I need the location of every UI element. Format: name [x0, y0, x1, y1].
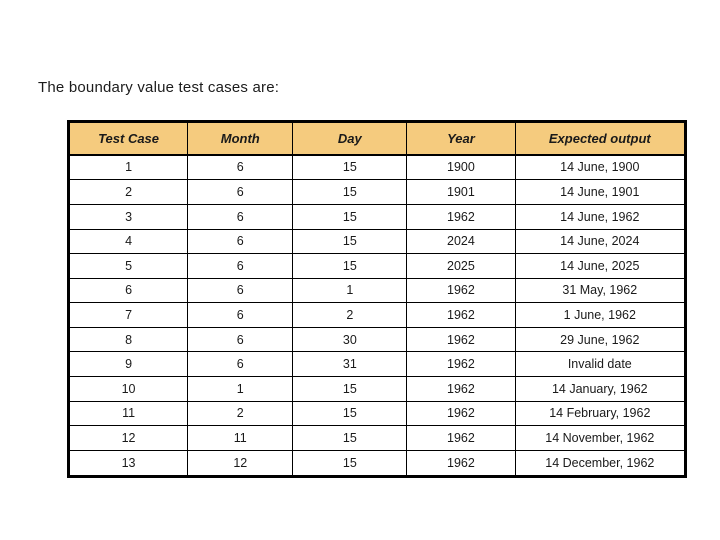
table-cell: 11	[67, 400, 189, 427]
table-cell: 1962	[406, 400, 516, 427]
table-cell: 8	[67, 326, 189, 353]
table-cell: 6	[187, 253, 294, 279]
table-cell: 1962	[406, 277, 516, 304]
table-header: Test Case Month Day Year Expected output	[67, 121, 687, 156]
table-cell: 7	[67, 302, 189, 328]
table-cell: 14 June, 1900	[514, 153, 687, 181]
table-cell: 2024	[406, 228, 516, 255]
table-cell: 6	[187, 179, 294, 205]
table-cell: 14 June, 1901	[514, 179, 687, 205]
table-cell: 12	[67, 425, 189, 451]
table-cell: 1962	[406, 425, 516, 451]
table-cell: 6	[187, 326, 294, 353]
table-header-row: Test Case Month Day Year Expected output	[67, 121, 687, 156]
table-row: 5 6 15 2025 14 June, 2025	[67, 253, 687, 279]
table-cell: 1	[292, 277, 408, 304]
column-header: Expected output	[514, 121, 687, 156]
column-header: Test Case	[67, 121, 189, 156]
table-cell: 15	[292, 203, 408, 230]
column-header: Year	[406, 121, 516, 156]
table-cell: 2	[67, 179, 189, 205]
table-cell: 1	[67, 153, 189, 181]
table-cell: 14 December, 1962	[514, 449, 687, 478]
table-row: 1 6 15 1900 14 June, 1900	[67, 153, 687, 181]
table-cell: 29 June, 1962	[514, 326, 687, 353]
table-cell: 9	[67, 351, 189, 378]
column-header: Month	[187, 121, 294, 156]
table-cell: 6	[187, 203, 294, 230]
table-cell: 15	[292, 228, 408, 255]
table-cell: 4	[67, 228, 189, 255]
table-cell: 31	[292, 351, 408, 378]
table-cell: 15	[292, 153, 408, 181]
table-cell: 31 May, 1962	[514, 277, 687, 304]
table-cell: 15	[292, 425, 408, 451]
table-cell: 6	[187, 277, 294, 304]
table-cell: 11	[187, 425, 294, 451]
table-row: 2 6 15 1901 14 June, 1901	[67, 179, 687, 205]
table-cell: 1962	[406, 203, 516, 230]
table-cell: 14 January, 1962	[514, 376, 687, 402]
table-cell: 6	[67, 277, 189, 304]
table-cell: 6	[187, 153, 294, 181]
table-cell: 30	[292, 326, 408, 353]
table-cell: 6	[187, 302, 294, 328]
table-row: 3 6 15 1962 14 June, 1962	[67, 203, 687, 230]
table-cell: 15	[292, 449, 408, 478]
table-cell: 15	[292, 376, 408, 402]
table-cell: 15	[292, 400, 408, 427]
table-cell: 2	[187, 400, 294, 427]
table-cell: 5	[67, 253, 189, 279]
table-cell: 6	[187, 351, 294, 378]
table-cell: 3	[67, 203, 189, 230]
table-cell: 15	[292, 253, 408, 279]
table-row: 13 12 15 1962 14 December, 1962	[67, 449, 687, 478]
table-cell: 14 June, 1962	[514, 203, 687, 230]
table-cell: 1962	[406, 449, 516, 478]
table-row: 11 2 15 1962 14 February, 1962	[67, 400, 687, 427]
table-cell: 1	[187, 376, 294, 402]
table-row: 12 11 15 1962 14 November, 1962	[67, 425, 687, 451]
table-cell: 2025	[406, 253, 516, 279]
table-cell: 14 February, 1962	[514, 400, 687, 427]
column-header: Day	[292, 121, 408, 156]
table-row: 6 6 1 1962 31 May, 1962	[67, 277, 687, 304]
table-cell: 6	[187, 228, 294, 255]
table-cell: 14 June, 2025	[514, 253, 687, 279]
table-body: 1 6 15 1900 14 June, 1900 2 6 15 1901 14 June, 19…	[67, 153, 687, 478]
table-cell: 13	[67, 449, 189, 478]
table-cell: 1900	[406, 153, 516, 181]
table-row: 7 6 2 1962 1 June, 1962	[67, 302, 687, 328]
table-cell: 1962	[406, 376, 516, 402]
table-cell: 12	[187, 449, 294, 478]
table-cell: 15	[292, 179, 408, 205]
table-row: 10 1 15 1962 14 January, 1962	[67, 376, 687, 402]
table-cell: 1962	[406, 351, 516, 378]
table-cell: 14 June, 2024	[514, 228, 687, 255]
table-cell: Invalid date	[514, 351, 687, 378]
table-cell: 1962	[406, 302, 516, 328]
table-row: 4 6 15 2024 14 June, 2024	[67, 228, 687, 255]
table-cell: 14 November, 1962	[514, 425, 687, 451]
table-cell: 2	[292, 302, 408, 328]
table-cell: 1962	[406, 326, 516, 353]
table-row: 8 6 30 1962 29 June, 1962	[67, 326, 687, 353]
page-title: The boundary value test cases are:	[38, 79, 280, 96]
table-cell: 1 June, 1962	[514, 302, 687, 328]
table-cell: 10	[67, 376, 189, 402]
table-cell: 1901	[406, 179, 516, 205]
table-row: 9 6 31 1962 Invalid date	[67, 351, 687, 378]
